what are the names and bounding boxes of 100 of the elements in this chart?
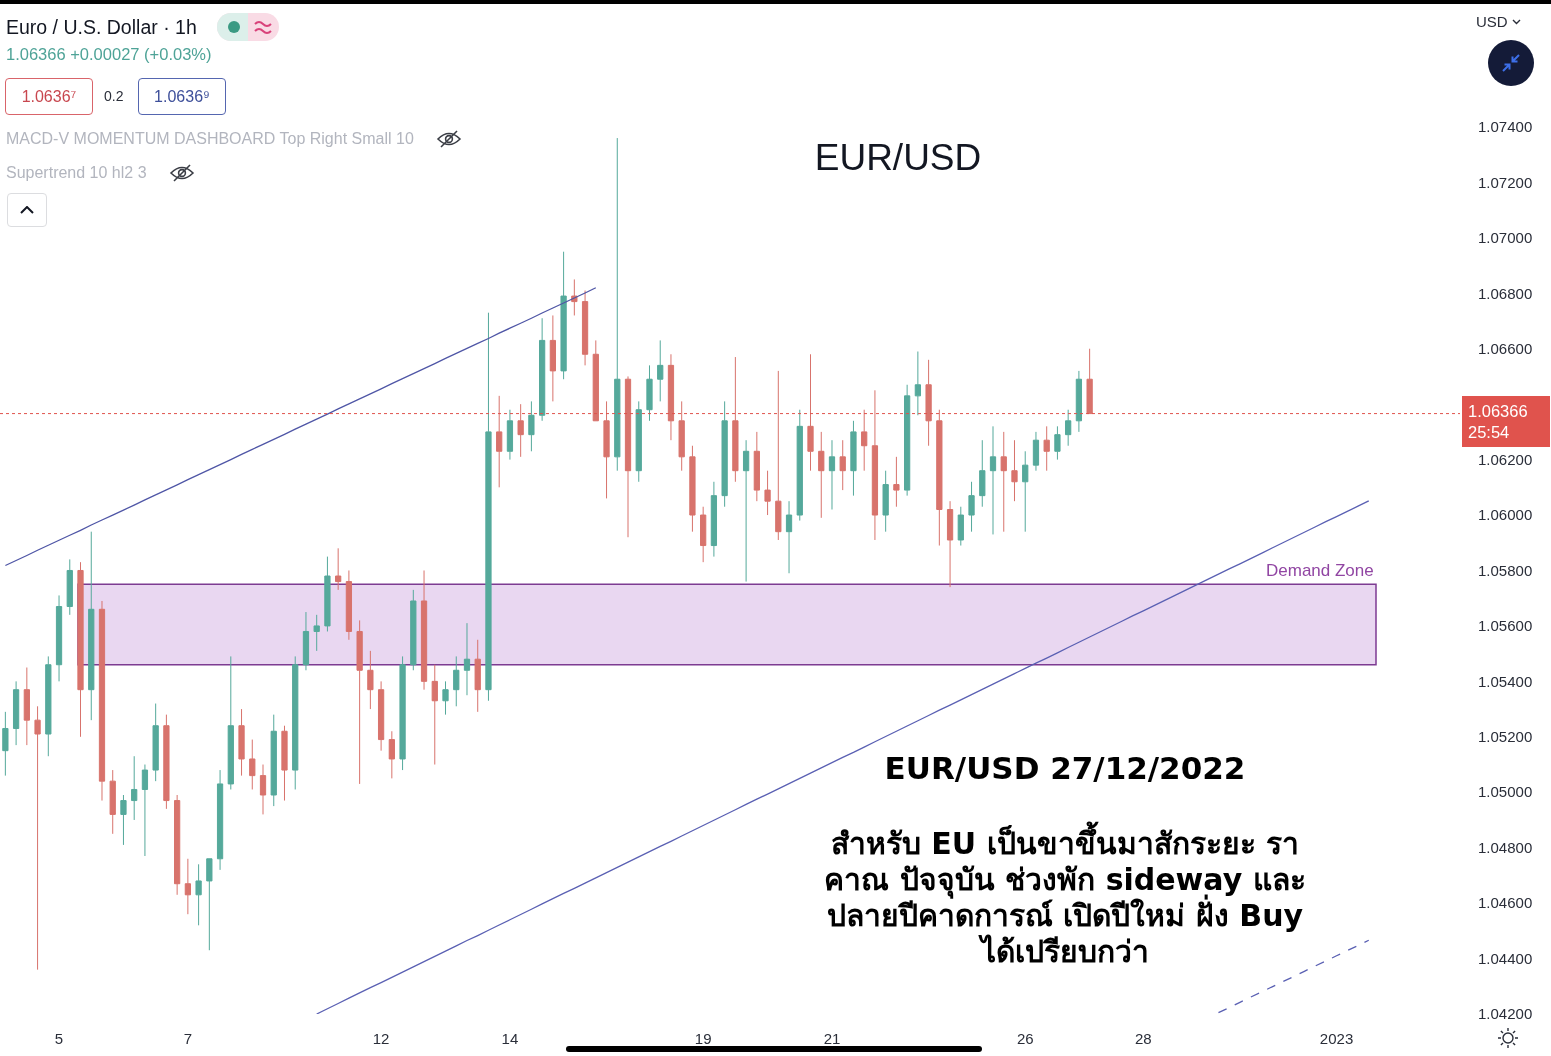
y-axis-title: USD xyxy=(1476,13,1508,30)
x-tick-label: 21 xyxy=(823,1030,841,1047)
candlestick xyxy=(55,594,63,682)
candlestick xyxy=(485,312,492,702)
annotation: Euro / U.S. Dollar · 1h xyxy=(6,15,197,39)
x-tick-label: 2023 xyxy=(1319,1030,1354,1047)
candlestick xyxy=(496,395,503,488)
candlestick xyxy=(206,858,213,951)
candlestick xyxy=(109,769,116,835)
y-tick-label: 1.04400 xyxy=(1478,949,1533,967)
candlestick xyxy=(77,561,84,738)
candlestick xyxy=(893,456,900,508)
x-tick-label: 28 xyxy=(1134,1030,1152,1047)
candlestick xyxy=(592,339,599,422)
x-tick-label: 19 xyxy=(694,1030,712,1047)
candlestick xyxy=(163,714,170,810)
candlestick xyxy=(1065,409,1072,447)
candlestick xyxy=(1043,425,1050,472)
candlestick xyxy=(700,506,707,563)
y-tick-label: 1.05400 xyxy=(1478,672,1533,690)
candlestick xyxy=(721,400,728,508)
candlestick xyxy=(1054,425,1061,461)
candlestick xyxy=(184,858,191,915)
candlestick xyxy=(420,569,428,691)
candlestick xyxy=(1000,431,1007,533)
candlestick xyxy=(410,589,417,671)
candlestick xyxy=(925,359,932,447)
x-tick-label: 12 xyxy=(372,1030,390,1047)
x-tick-label: 14 xyxy=(501,1030,519,1047)
candlestick xyxy=(152,703,159,782)
y-tick-label: 1.05000 xyxy=(1478,783,1533,801)
candlestick xyxy=(399,655,406,771)
candlestick xyxy=(603,400,610,499)
y-tick-label: 1.04600 xyxy=(1478,894,1533,912)
candlestick xyxy=(517,403,524,458)
candlestick xyxy=(549,314,556,402)
candlestick xyxy=(141,764,149,857)
candlestick xyxy=(120,794,127,846)
candlestick xyxy=(775,370,782,541)
candlestick xyxy=(581,290,589,366)
candlestick xyxy=(667,353,675,441)
candlestick xyxy=(270,714,277,807)
candlestick xyxy=(259,764,267,815)
candlestick xyxy=(442,680,449,716)
y-tick-label: 1.05800 xyxy=(1478,561,1533,579)
candlestick xyxy=(34,705,41,971)
line-series xyxy=(4,287,597,567)
candlestick xyxy=(732,356,739,483)
candlestick xyxy=(431,664,438,766)
candlestick xyxy=(657,339,664,402)
candlestick xyxy=(946,500,954,588)
candlestick xyxy=(646,364,653,422)
candlestick xyxy=(914,351,921,416)
candlestick xyxy=(506,409,514,461)
candlestick xyxy=(828,439,836,510)
annotation: MACD-V MOMENTUM DASHBOARD Top Right Small 10 xyxy=(6,130,414,148)
candlestick xyxy=(66,558,73,616)
band-label: Demand Zone xyxy=(1266,561,1374,580)
candlestick xyxy=(882,470,889,533)
candlestick xyxy=(98,600,106,802)
candlestick xyxy=(861,409,868,472)
candlestick xyxy=(474,639,481,713)
candlestick xyxy=(818,431,825,519)
candlestick xyxy=(785,500,793,574)
candlestick xyxy=(635,400,642,483)
candlestick xyxy=(850,420,857,497)
y-tick-label: 1.04800 xyxy=(1478,838,1533,856)
y-tick-label: 1.07000 xyxy=(1478,229,1533,247)
ref-line-label: 1.06366 25:54 xyxy=(1468,402,1528,442)
candlestick xyxy=(1011,439,1018,502)
candlestick xyxy=(356,619,363,785)
candlestick xyxy=(689,445,696,533)
candlestick xyxy=(23,667,30,746)
candlestick xyxy=(753,431,760,502)
candlestick xyxy=(1075,370,1083,433)
line-series xyxy=(1217,939,1370,1014)
candlestick xyxy=(539,317,546,422)
y-tick-label: 1.05200 xyxy=(1478,728,1533,746)
y-tick-label: 1.05600 xyxy=(1478,617,1533,635)
candlestick xyxy=(195,863,202,926)
candlestick xyxy=(174,794,181,896)
candlestick xyxy=(377,680,385,752)
candlestick xyxy=(12,680,20,746)
candlestick xyxy=(936,409,943,547)
candlestick xyxy=(957,506,964,547)
candlestick xyxy=(324,556,331,632)
candlestick xyxy=(1086,348,1093,415)
candlestick xyxy=(227,655,234,790)
candlestick xyxy=(614,137,621,472)
candlestick xyxy=(764,470,771,516)
candlestick xyxy=(871,389,879,541)
annotation: 0.2 xyxy=(104,88,124,104)
candlestick xyxy=(131,755,138,821)
candlestick xyxy=(968,481,975,533)
candlestick xyxy=(249,739,256,790)
y-tick-label: 1.06200 xyxy=(1478,450,1533,468)
candlestick xyxy=(1032,431,1040,472)
x-tick-label: 5 xyxy=(54,1030,64,1047)
text: EUR/USD 27/12/2022 xyxy=(883,750,1247,786)
candlestick xyxy=(528,400,535,452)
